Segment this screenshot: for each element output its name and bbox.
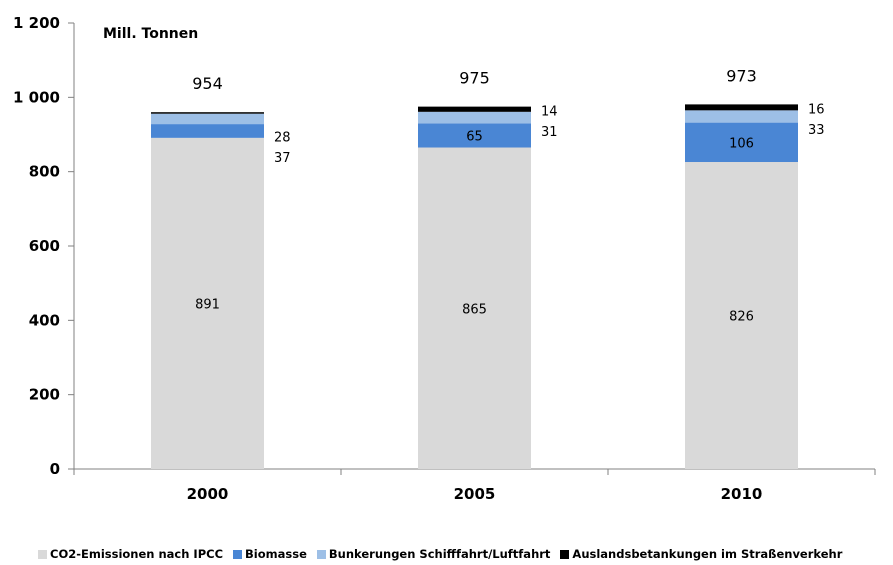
bar-segment (418, 147, 531, 469)
bar-segment (418, 106, 531, 112)
bar-segment (685, 110, 798, 123)
data-label: 891 (195, 297, 220, 312)
total-label: 973 (726, 66, 757, 85)
legend-label: Auslandsbetankungen im Straßenverkehr (572, 547, 843, 561)
data-label: 14 (541, 105, 558, 120)
data-label: 28 (274, 131, 291, 146)
y-tick-label: 600 (29, 237, 60, 255)
bars (151, 104, 798, 469)
bar-segment (418, 123, 531, 148)
bar-segment (151, 112, 264, 114)
bar-segment (685, 122, 798, 163)
y-tick-label: 0 (50, 460, 60, 478)
bar-segment (151, 137, 264, 469)
data-label: 37 (274, 151, 291, 166)
bar-segment (151, 113, 264, 125)
axes: 0 200 400 600 800 1 000 1 200 (13, 14, 876, 478)
legend-item: Biomasse (233, 547, 307, 561)
y-tick-label: 200 (29, 386, 60, 404)
legend-swatch (38, 549, 47, 559)
stacked-bar-chart: 0 200 400 600 800 1 000 1 200 Mill. Tonnen 891 3… (13, 14, 876, 503)
x-category-label: 2005 (454, 485, 496, 503)
legend-item: Auslandsbetankungen im Straßenverkehr (560, 547, 842, 561)
legend-item: CO2-Emissionen nach IPCC (38, 547, 223, 561)
y-tick-label: 1 000 (13, 88, 60, 106)
legend-swatch (560, 549, 570, 559)
y-tick-label: 1 200 (13, 14, 60, 32)
legend-swatch (233, 549, 243, 559)
legend: CO2-Emissionen nach IPCC Biomasse Bunkerun… (38, 547, 842, 561)
legend-item: Bunkerungen Schifffahrt/Luftfahrt (316, 547, 551, 561)
data-label: 16 (808, 102, 825, 117)
unit-label: Mill. Tonnen (103, 26, 198, 42)
bar-segment (685, 104, 798, 111)
legend-swatch (316, 549, 326, 559)
total-label: 975 (459, 69, 490, 88)
data-label: 31 (541, 125, 558, 140)
legend-label: CO2-Emissionen nach IPCC (50, 547, 224, 561)
bar-segment (418, 111, 531, 124)
y-tick-label: 400 (29, 311, 60, 329)
x-category-label: 2000 (187, 485, 229, 503)
legend-label: Biomasse (245, 547, 307, 561)
data-label: 106 (729, 136, 754, 151)
bar-segment (151, 124, 264, 138)
labels: Mill. Tonnen 891 37 28 954 2000 865 65 31 14 975 20… (103, 26, 825, 503)
legend-label: Bunkerungen Schifffahrt/Luftfahrt (328, 547, 551, 561)
x-category-label: 2010 (721, 485, 763, 503)
data-label: 65 (466, 129, 483, 144)
bar-segment (685, 162, 798, 469)
data-label: 826 (729, 310, 754, 325)
data-label: 33 (808, 123, 825, 138)
data-label: 865 (462, 302, 487, 317)
y-tick-label: 800 (29, 163, 60, 181)
total-label: 954 (192, 74, 223, 93)
